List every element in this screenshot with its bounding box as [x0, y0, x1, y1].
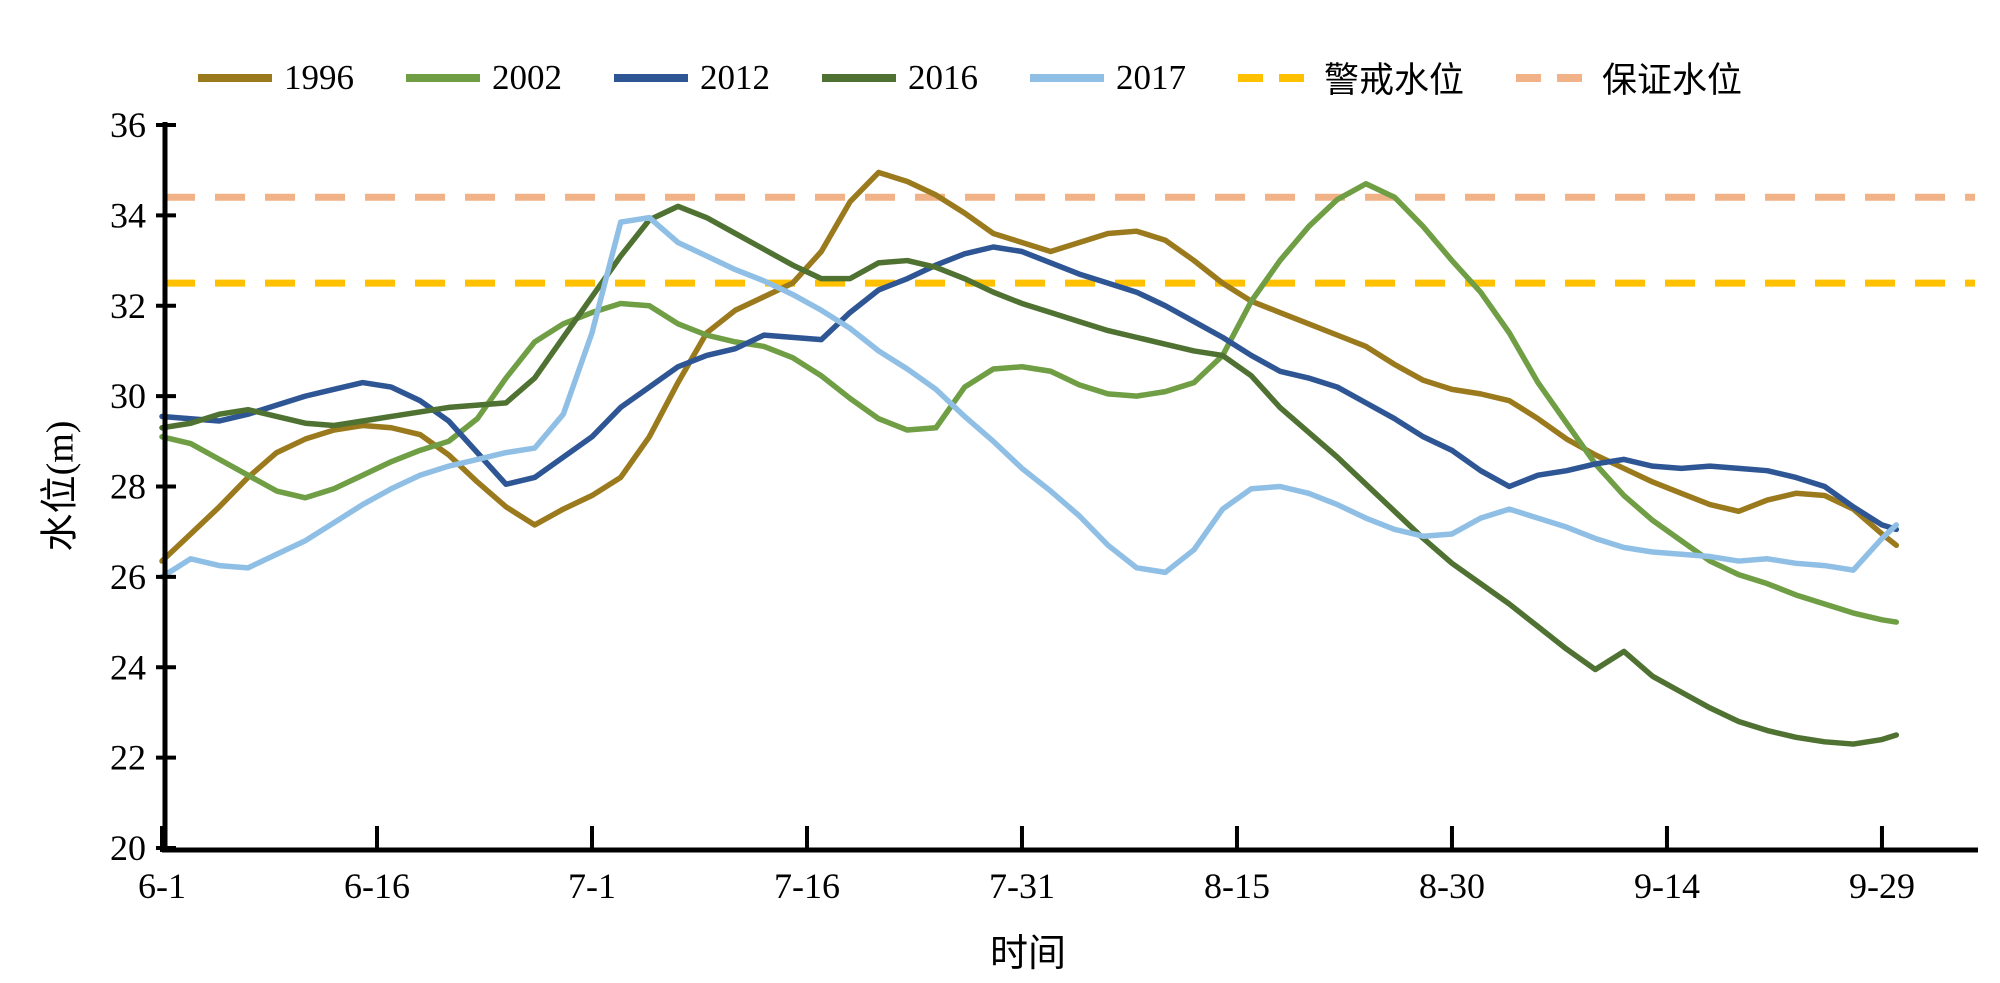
y-tick-label: 20 — [110, 828, 146, 868]
y-tick-label: 24 — [110, 647, 146, 687]
dashed-line-swatch-icon — [1516, 73, 1591, 82]
legend-label: 2012 — [700, 57, 770, 97]
y-tick-label: 32 — [110, 286, 146, 326]
line-swatch-icon — [822, 73, 896, 82]
line-swatch-icon — [614, 73, 688, 82]
x-tick-label: 9-29 — [1849, 866, 1915, 906]
y-tick-label: 26 — [110, 557, 146, 597]
x-axis-title: 时间 — [989, 933, 1067, 975]
x-tick-label: 6-16 — [344, 866, 410, 906]
y-tick-label: 34 — [110, 195, 146, 235]
line-swatch-icon — [406, 73, 480, 82]
legend-item-保证水位: 保证水位 — [1514, 52, 1742, 103]
legend-label: 2017 — [1116, 57, 1186, 97]
line-swatch-icon — [1030, 73, 1104, 82]
legend-label: 1996 — [284, 57, 354, 97]
series-line-1996 — [159, 169, 1900, 564]
legend-label: 2002 — [492, 57, 562, 97]
series-line-2002 — [159, 180, 1900, 625]
legend-label: 保证水位 — [1602, 61, 1743, 100]
y-tick-label: 30 — [110, 376, 146, 416]
x-tick-label: 7-31 — [989, 866, 1055, 906]
x-tick-label: 8-30 — [1419, 866, 1485, 906]
y-tick-label: 22 — [110, 738, 146, 778]
legend-item-2016: 2016 — [820, 58, 978, 98]
legend-label: 警戒水位 — [1324, 61, 1465, 100]
x-tick-label: 7-16 — [774, 866, 840, 906]
x-tick-label: 6-1 — [138, 866, 186, 906]
legend-item-2017: 2017 — [1028, 58, 1186, 98]
x-tick-label: 9-14 — [1634, 866, 1700, 906]
y-axis-title: 水位(m) — [39, 420, 82, 552]
y-tick-label: 36 — [110, 105, 146, 145]
legend-label: 2016 — [908, 57, 978, 97]
legend-item-1996: 1996 — [196, 58, 354, 98]
y-tick-label: 28 — [110, 467, 146, 507]
x-tick-label: 8-15 — [1204, 866, 1270, 906]
series-line-2017 — [159, 214, 1900, 580]
line-swatch-icon — [198, 73, 272, 82]
legend-item-2012: 2012 — [612, 58, 770, 98]
chart-legend: 1996 2002 2012 2016 2017 警戒水位 保证水位 — [196, 52, 1742, 103]
legend-item-警戒水位: 警戒水位 — [1236, 52, 1464, 103]
dashed-line-swatch-icon — [1238, 73, 1312, 82]
series-line-2012 — [159, 244, 1900, 533]
legend-item-2002: 2002 — [404, 58, 562, 98]
x-tick-label: 7-1 — [568, 866, 616, 906]
series-line-2016 — [159, 203, 1900, 747]
